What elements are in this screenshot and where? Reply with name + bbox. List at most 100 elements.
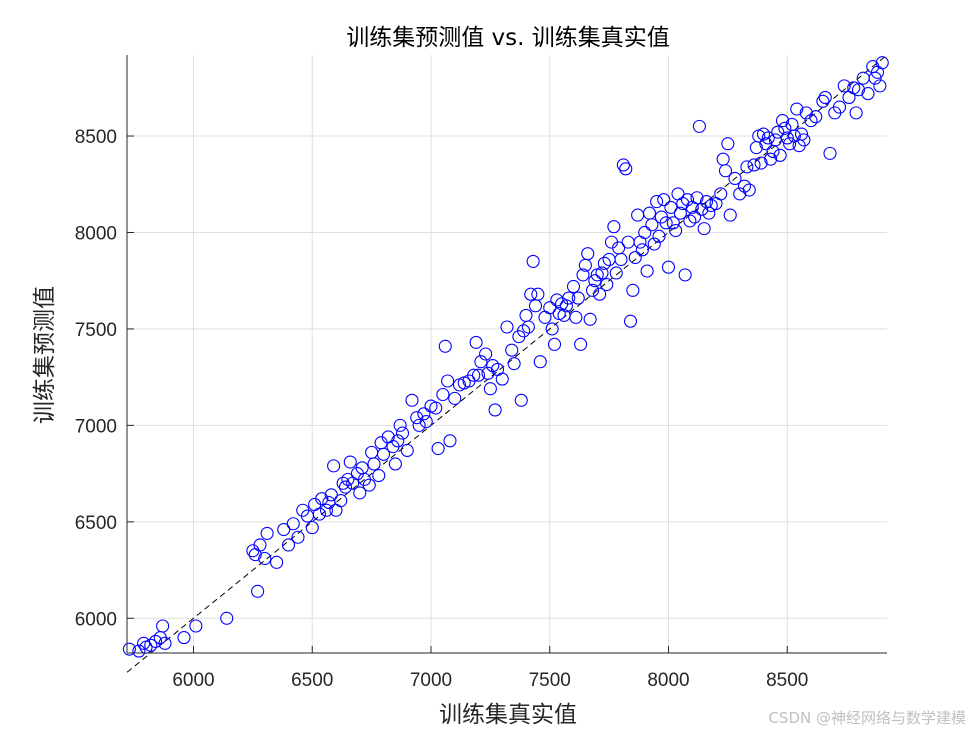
data-point [640, 264, 654, 278]
data-point [873, 79, 887, 93]
data-point [479, 347, 493, 361]
data-point [443, 434, 457, 448]
data-point [647, 237, 661, 251]
data-point [410, 411, 424, 425]
data-point [600, 278, 614, 292]
data-point [623, 314, 638, 328]
data-point [783, 137, 797, 151]
data-point [664, 200, 678, 214]
data-point [669, 223, 683, 238]
data-point [521, 320, 535, 334]
data-point [291, 530, 305, 544]
data-point [156, 619, 170, 633]
data-point [486, 359, 500, 373]
data-point [324, 488, 338, 502]
data-point [832, 100, 847, 114]
data-point [405, 393, 419, 407]
y-tick-label: 7000 [75, 416, 117, 437]
data-point [417, 407, 431, 421]
data-point [547, 337, 562, 351]
data-point [270, 555, 284, 569]
data-point [754, 156, 768, 170]
data-point [723, 208, 737, 222]
data-point [761, 131, 775, 145]
data-point [559, 299, 573, 313]
data-point [742, 183, 756, 197]
data-point [576, 268, 590, 282]
x-tick-label: 8500 [766, 670, 808, 691]
y-axis-label: 训练集预测值 [32, 286, 58, 424]
data-point [471, 368, 486, 382]
data-point [657, 193, 671, 207]
data-point [773, 148, 787, 162]
data-point [585, 283, 600, 297]
data-point [519, 308, 533, 322]
y-tick-label: 8500 [75, 127, 117, 148]
data-point [569, 310, 583, 324]
data-point [258, 551, 272, 566]
data-point [132, 644, 146, 658]
data-point [737, 179, 752, 193]
data-point [524, 287, 538, 301]
data-point [436, 387, 450, 402]
data-point [286, 517, 300, 531]
data-point [260, 526, 274, 540]
data-point [635, 243, 649, 257]
data-point [780, 131, 794, 145]
data-point [697, 222, 711, 236]
data-point [875, 56, 889, 70]
data-point [483, 382, 497, 396]
data-point [593, 287, 607, 301]
x-tick-label: 7500 [529, 670, 571, 691]
data-point [148, 634, 163, 648]
data-point [849, 106, 863, 120]
data-point [619, 162, 633, 176]
data-point [441, 374, 455, 388]
data-point [388, 457, 402, 471]
data-point [514, 393, 528, 407]
data-point [365, 445, 379, 459]
data-point [322, 495, 336, 510]
data-point [334, 494, 348, 508]
data-point [533, 355, 547, 369]
data-point [614, 252, 628, 267]
data-point [809, 110, 823, 124]
data-point [659, 216, 673, 230]
watermark: CSDN @神经网络与数学建模 [768, 709, 966, 727]
data-point [728, 171, 742, 186]
data-point [837, 79, 851, 93]
data-point [688, 210, 702, 224]
data-point [431, 441, 445, 456]
data-point [868, 71, 882, 85]
data-point [566, 279, 581, 294]
data-point [327, 459, 341, 473]
data-point [631, 208, 645, 222]
data-point [775, 114, 790, 128]
data-point [526, 254, 540, 268]
data-point [673, 206, 687, 220]
data-point [528, 299, 543, 313]
data-point [122, 642, 136, 656]
y-tick-label: 8000 [75, 223, 117, 244]
data-point [764, 152, 778, 166]
data-point [338, 480, 353, 494]
data-point [469, 335, 483, 349]
data-point [642, 206, 657, 220]
data-point [804, 114, 818, 128]
data-point [372, 468, 386, 483]
x-tick-label: 8000 [647, 670, 689, 691]
data-point [733, 187, 747, 201]
data-point [747, 158, 761, 172]
data-point [595, 266, 609, 280]
data-point [517, 324, 531, 338]
data-point [818, 90, 832, 104]
data-point [683, 214, 697, 228]
axes [126, 55, 887, 654]
data-point [816, 94, 830, 108]
data-point [721, 137, 735, 151]
data-point [281, 538, 296, 552]
y-tick-label: 6500 [75, 513, 117, 534]
data-point [543, 301, 557, 315]
data-point [597, 256, 611, 270]
x-tick-label: 7000 [410, 670, 452, 691]
